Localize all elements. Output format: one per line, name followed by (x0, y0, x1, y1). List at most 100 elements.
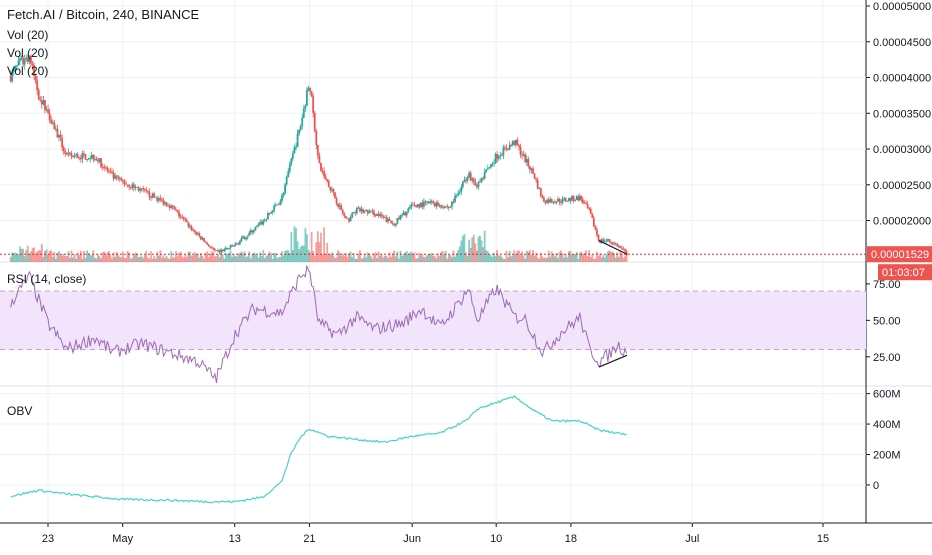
volume-bar (533, 255, 536, 262)
candle (104, 165, 107, 170)
volume-legend-2[interactable]: Vol (20) (7, 46, 49, 60)
volume-bar (109, 254, 112, 262)
volume-bar (168, 258, 171, 262)
candle (165, 202, 168, 207)
volume-legend-1[interactable]: Vol (20) (7, 28, 49, 42)
volume-bar (413, 252, 416, 262)
volume-legend-3[interactable]: Vol (20) (7, 64, 49, 78)
candle (125, 180, 127, 185)
volume-bar (468, 239, 470, 262)
volume-bar (215, 256, 218, 262)
candle (79, 154, 82, 163)
volume-bar (404, 252, 407, 262)
volume-bar (421, 254, 424, 262)
volume-bar (201, 255, 204, 262)
candle (437, 199, 439, 207)
candle (265, 218, 268, 223)
volume-bar (173, 257, 176, 262)
candle (511, 139, 514, 147)
volume-bar (26, 245, 29, 262)
rsi-legend[interactable]: RSI (14, close) (7, 272, 87, 286)
volume-bar (39, 250, 42, 262)
candle (366, 209, 369, 217)
candle (385, 214, 388, 223)
volume-bar (591, 254, 594, 262)
volume-bar (507, 257, 509, 262)
volume-bar (499, 255, 502, 262)
volume-bar (56, 252, 59, 262)
candle (136, 186, 138, 189)
candle (363, 210, 366, 214)
symbol-title[interactable]: Fetch.AI / Bitcoin, 240, BINANCE (7, 7, 200, 22)
candle (440, 204, 442, 210)
candle (232, 245, 235, 247)
candle (20, 55, 23, 61)
volume-bar (199, 253, 202, 262)
candle (107, 168, 110, 175)
volume-bar (185, 256, 188, 262)
volume-bar (54, 258, 57, 262)
volume-bar (65, 256, 68, 262)
volume-bar (143, 255, 146, 262)
volume-bar (575, 252, 578, 262)
volume-bar (69, 257, 71, 262)
volume-bar (40, 243, 43, 262)
candle (100, 158, 102, 169)
volume-bar (479, 235, 481, 262)
candle (195, 231, 198, 237)
volume-bar (405, 250, 408, 262)
volume-bar (203, 258, 205, 262)
volume-bar (497, 255, 500, 262)
volume-bar (156, 251, 159, 262)
candle (181, 213, 184, 220)
volume-bar (228, 253, 230, 262)
candle (513, 140, 516, 147)
candle (394, 223, 397, 228)
obv-legend[interactable]: OBV (7, 404, 33, 418)
volume-bar (335, 257, 338, 262)
volume-bar (12, 253, 15, 262)
candle (393, 222, 396, 227)
candle (365, 208, 368, 212)
candle (412, 201, 414, 206)
volume-bar (140, 255, 143, 262)
volume-bar (547, 250, 550, 262)
candle (591, 212, 594, 219)
volume-bar (441, 250, 444, 262)
price-tick-label: 0.00003000 (873, 144, 931, 156)
volume-bar (304, 228, 307, 262)
candle (527, 156, 530, 169)
candle (15, 65, 18, 71)
volume-bar (348, 253, 350, 262)
candle (51, 119, 54, 125)
candle (424, 199, 427, 206)
candle (413, 201, 416, 207)
candle (398, 215, 400, 221)
price-tick-label: 0.00003500 (873, 108, 931, 120)
candle (67, 148, 70, 158)
candle (348, 217, 350, 224)
time-tick-label: 23 (42, 533, 54, 545)
candle (301, 113, 304, 130)
candle (558, 198, 561, 206)
volume-bar (282, 255, 285, 262)
volume-bar (332, 255, 335, 262)
candle (87, 157, 90, 161)
volume-bar (242, 253, 244, 262)
candle (73, 152, 76, 159)
candle (209, 246, 212, 249)
volume-bar (120, 257, 123, 262)
volume-bar (606, 251, 609, 262)
volume-bar (557, 258, 559, 262)
volume-bar (44, 250, 46, 262)
candle (122, 179, 124, 185)
candle (234, 242, 237, 247)
candle (519, 143, 522, 159)
volume-bars (9, 226, 628, 262)
volume-bar (193, 252, 196, 262)
candle (357, 205, 360, 209)
candle (106, 165, 109, 173)
candle (468, 170, 470, 179)
